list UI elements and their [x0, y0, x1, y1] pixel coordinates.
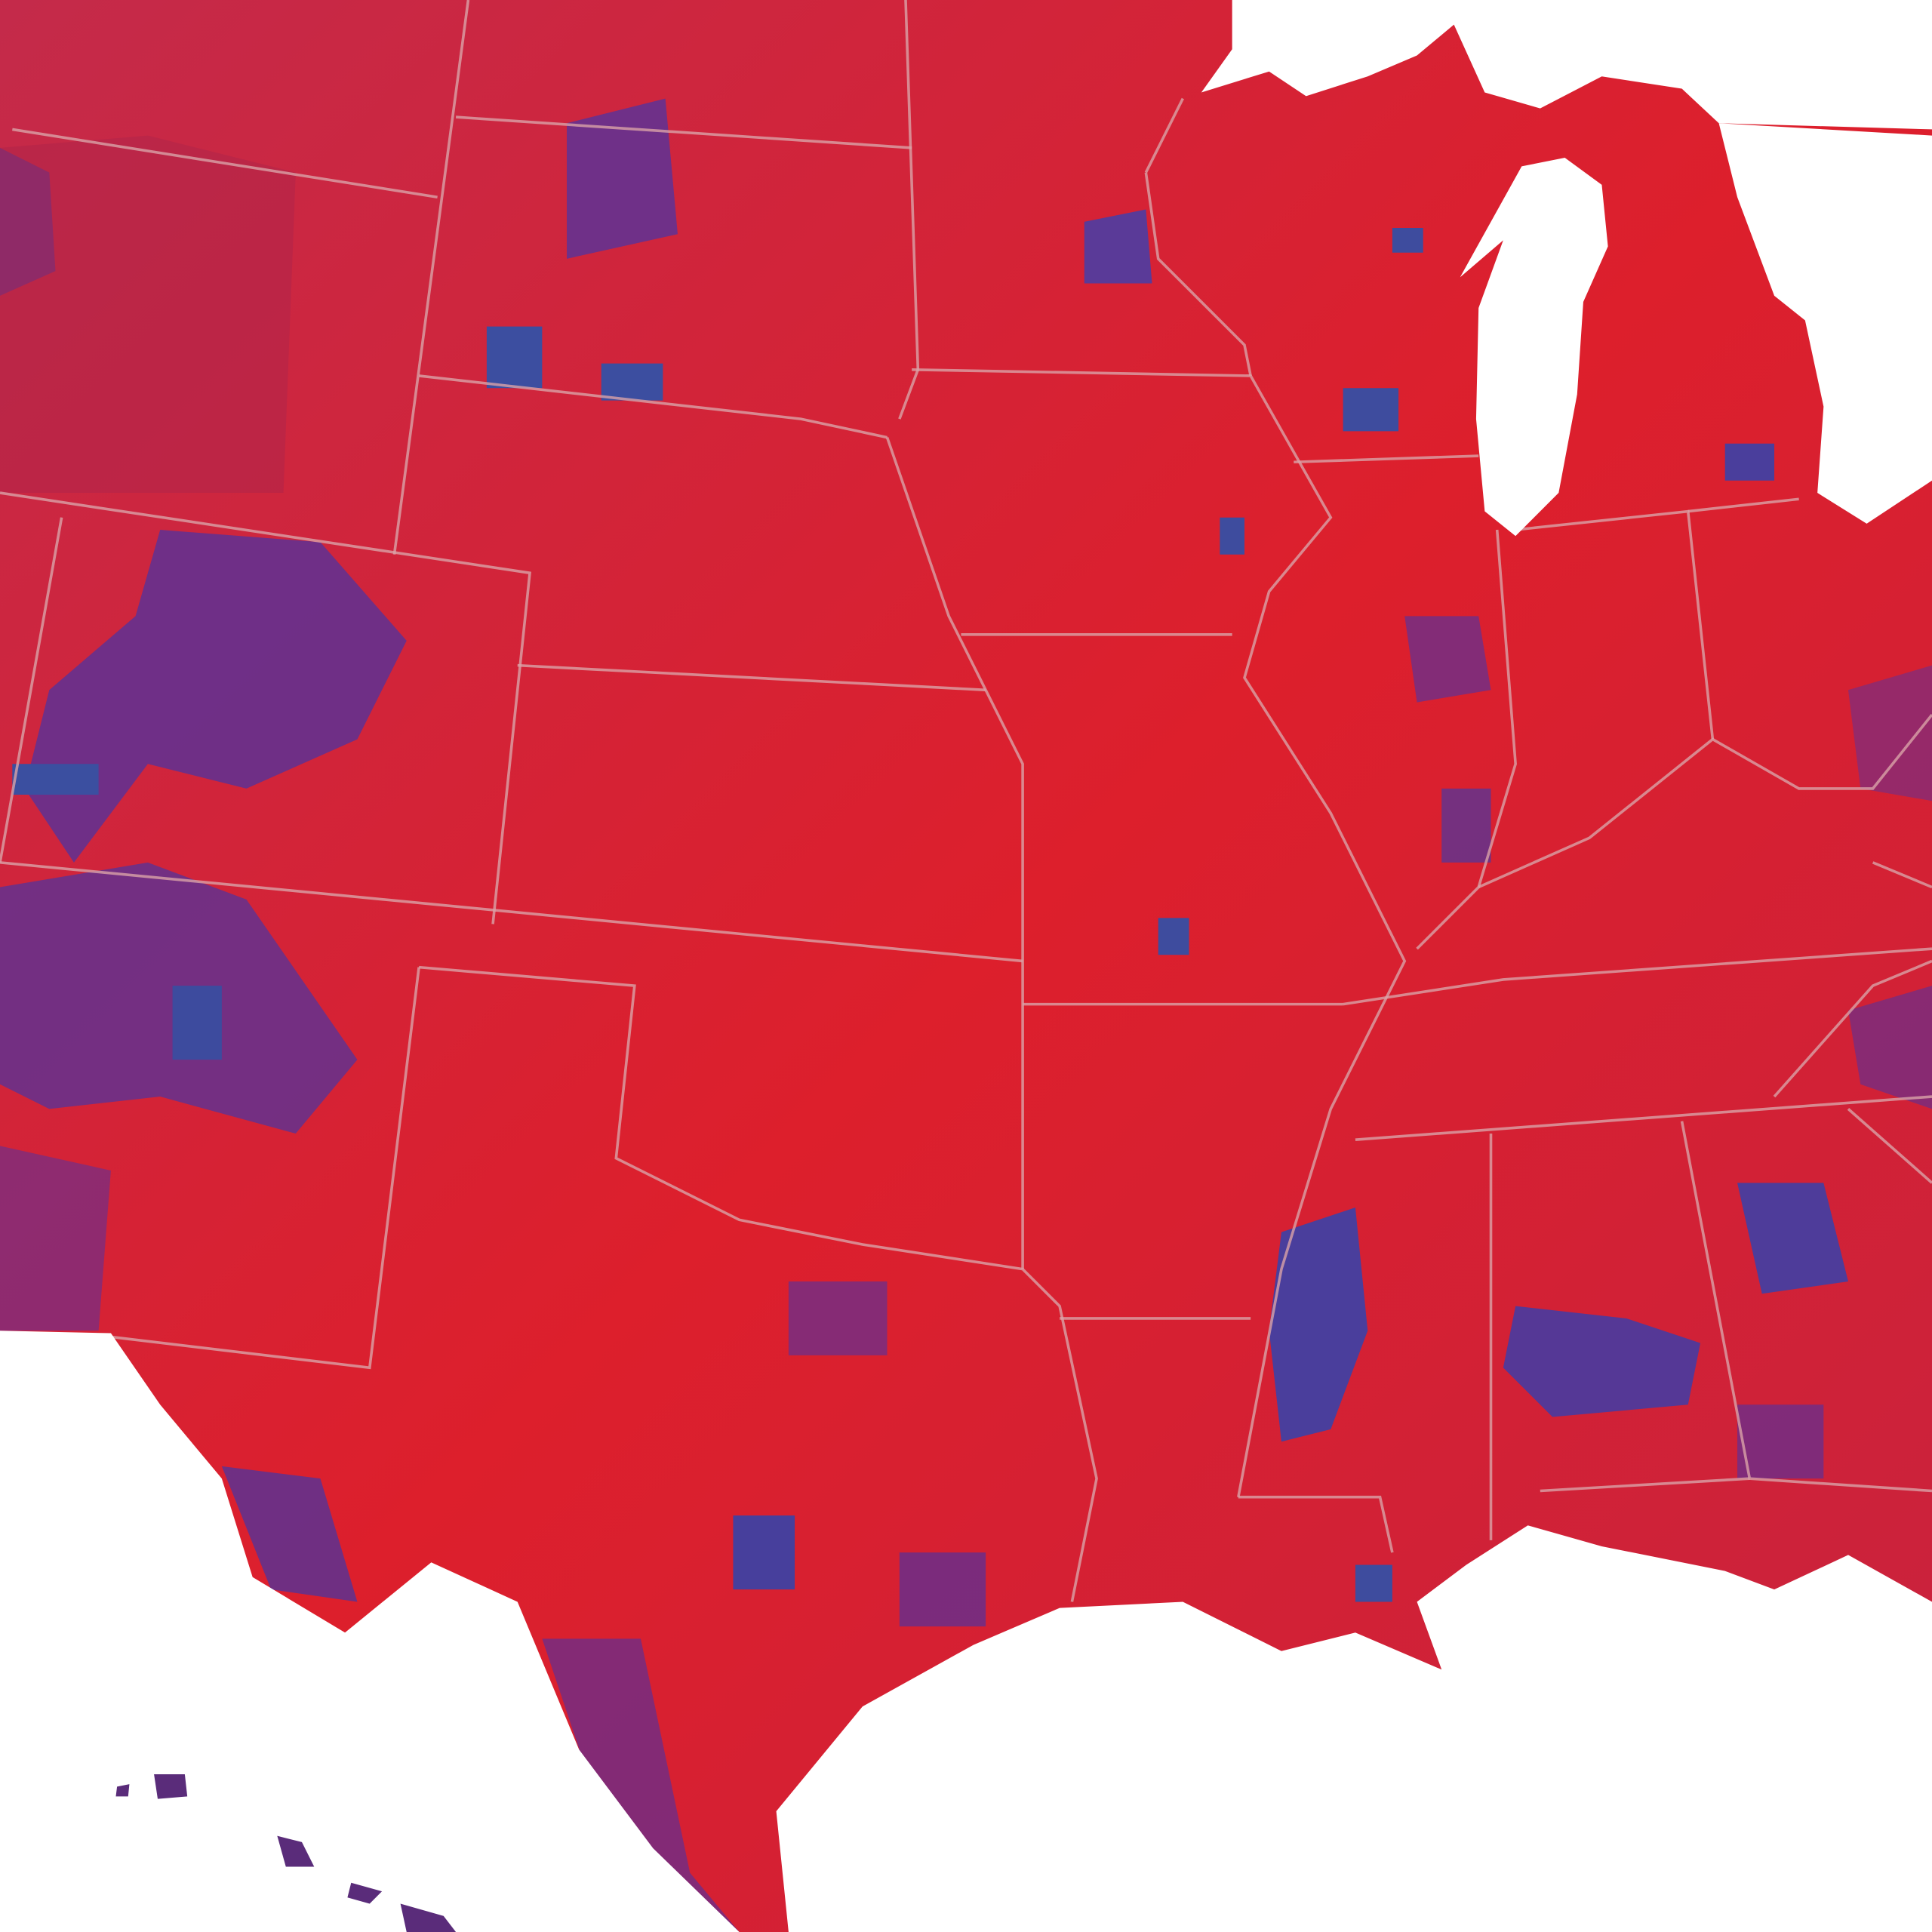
lake-michigan	[1460, 157, 1608, 537]
state-border	[885, 437, 1024, 1269]
region	[899, 1552, 986, 1627]
island	[277, 1835, 315, 1867]
state-border	[0, 491, 532, 924]
region	[1084, 209, 1152, 284]
region	[1847, 665, 1932, 801]
region	[1343, 388, 1399, 432]
state-border	[418, 965, 1098, 1602]
state-border	[1238, 1495, 1394, 1553]
region	[567, 98, 678, 259]
region	[221, 1466, 358, 1602]
lake-huron-erie	[1718, 123, 1932, 524]
state-border	[455, 115, 912, 149]
state-border	[392, 0, 470, 555]
gulf-of-mexico	[0, 1331, 1932, 1932]
state-border	[912, 368, 1407, 1498]
region	[12, 764, 99, 795]
island	[115, 1784, 130, 1797]
region	[1724, 443, 1775, 481]
region	[1220, 517, 1244, 555]
region	[601, 363, 663, 401]
state-border	[0, 861, 1023, 963]
island	[154, 1774, 188, 1799]
region	[24, 530, 407, 863]
lake-superior	[1201, 0, 1932, 130]
region	[1847, 986, 1932, 1109]
state-border	[517, 663, 986, 692]
region	[542, 1638, 740, 1932]
state-border	[1343, 947, 1932, 1006]
state-border	[0, 517, 63, 863]
state-border	[1773, 959, 1932, 1098]
state-border	[1144, 172, 1252, 377]
state-border	[1872, 861, 1932, 889]
region	[1158, 918, 1189, 955]
islands	[115, 1774, 457, 1932]
state-border	[418, 374, 888, 439]
region	[1503, 1306, 1701, 1417]
region	[788, 1281, 888, 1355]
region	[1269, 1208, 1368, 1442]
region	[0, 135, 296, 494]
state-border	[1144, 97, 1184, 174]
state-border	[110, 967, 420, 1370]
state-border	[1416, 529, 1517, 950]
region	[172, 986, 222, 1060]
region	[0, 1146, 111, 1331]
purple-regions	[0, 98, 1932, 1932]
region	[1737, 1183, 1848, 1294]
region	[1355, 1564, 1392, 1602]
region	[1404, 616, 1491, 703]
island	[347, 1882, 383, 1904]
state-border	[1355, 1095, 1932, 1141]
region	[1392, 228, 1423, 253]
region	[733, 1515, 795, 1590]
region	[486, 326, 543, 389]
state-border	[1540, 1477, 1750, 1493]
state-borders	[0, 0, 1932, 1602]
region	[1441, 788, 1491, 863]
region	[1737, 1404, 1824, 1479]
state-border	[1847, 1108, 1932, 1184]
state-border	[1294, 454, 1479, 464]
state-border	[1478, 713, 1932, 889]
state-border	[12, 128, 438, 198]
island	[400, 1903, 457, 1932]
state-border	[1687, 497, 1799, 513]
